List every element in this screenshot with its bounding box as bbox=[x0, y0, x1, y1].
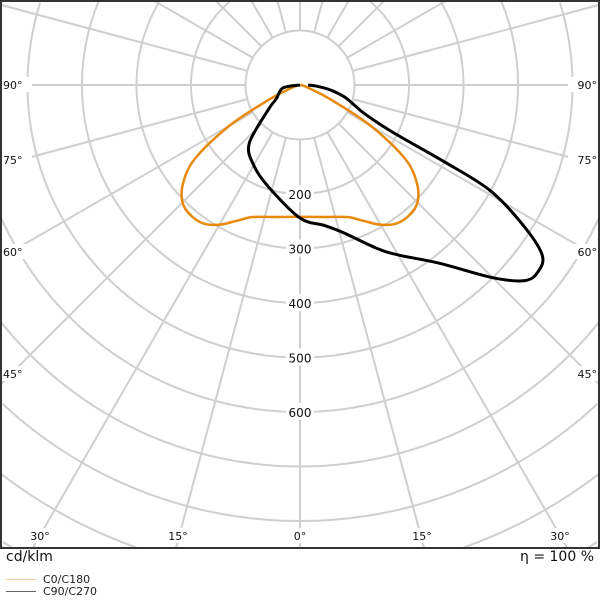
angle-label: 75° bbox=[578, 154, 598, 167]
grid-radial-line bbox=[174, 137, 287, 549]
radial-tick-label: 500 bbox=[289, 352, 312, 366]
angle-label: 30° bbox=[550, 530, 570, 543]
angle-label: 75° bbox=[3, 154, 23, 167]
tick-label-bg bbox=[286, 403, 314, 420]
axis-labels: 200 300 400 500 600 90° 90° 75° 75° 60° 60° 45° 45° 3… bbox=[2, 77, 598, 543]
efficiency-label: η = 100 % bbox=[520, 549, 594, 565]
grid-radial-line bbox=[326, 0, 350, 39]
angle-label-bg bbox=[568, 244, 598, 259]
grid-radial-line bbox=[337, 0, 385, 48]
angle-label: 60° bbox=[3, 246, 23, 259]
angle-label-bg bbox=[547, 528, 573, 543]
legend-label: C90/C270 bbox=[43, 584, 98, 598]
grid-radial-line bbox=[346, 111, 600, 259]
chart-frame bbox=[0, 0, 600, 549]
grid-circle bbox=[0, 473, 600, 549]
grid-circle bbox=[0, 321, 600, 468]
polar-light-distribution-chart: 200 300 400 500 600 90° 90° 75° 75° 60° 60° 45° 45° 3… bbox=[0, 0, 600, 549]
angle-label: 45° bbox=[3, 368, 23, 381]
legend-item-c0: C0/C180 bbox=[6, 573, 97, 585]
grid-circle bbox=[2, 541, 598, 549]
grid-radial-line bbox=[250, 0, 274, 39]
angle-label-bg bbox=[2, 366, 32, 381]
curves bbox=[180, 83, 545, 283]
unit-label: cd/klm bbox=[6, 549, 53, 565]
angle-label: 90° bbox=[578, 79, 598, 92]
grid-circle bbox=[81, 1, 519, 304]
grid-radial-line bbox=[0, 122, 263, 385]
grid-radial-line bbox=[346, 0, 446, 59]
angle-label-bg bbox=[2, 77, 32, 92]
angle-label: 45° bbox=[578, 368, 598, 381]
angle-label-bg bbox=[409, 528, 435, 543]
legend-item-c90: C90/C270 bbox=[6, 585, 97, 597]
grid-radial-line bbox=[31, 131, 274, 549]
legend-label: C0/C180 bbox=[43, 572, 91, 586]
radial-tick-label: 200 bbox=[289, 188, 312, 202]
grid-radial-line bbox=[313, 0, 324, 33]
grid-radial-line bbox=[0, 3, 248, 72]
legend-swatch bbox=[6, 590, 36, 592]
grid-circle bbox=[0, 217, 600, 413]
grid-circle bbox=[190, 0, 410, 195]
polar-grid bbox=[0, 0, 600, 549]
tick-label-bg bbox=[286, 348, 314, 366]
legend-swatch bbox=[6, 578, 36, 580]
radial-tick-label: 600 bbox=[289, 406, 312, 420]
angle-label: 60° bbox=[578, 246, 598, 259]
grid-radial-line bbox=[215, 0, 263, 48]
tick-label-bg bbox=[286, 294, 314, 311]
grid-radial-line bbox=[352, 3, 600, 72]
angle-label-bg bbox=[568, 152, 598, 167]
curve-c90-c270 bbox=[246, 83, 545, 283]
grid-radial-line bbox=[0, 111, 254, 259]
angle-label: 30° bbox=[30, 530, 50, 543]
angle-label-bg bbox=[2, 244, 32, 259]
legend: C0/C180 C90/C270 bbox=[6, 573, 97, 597]
angle-label-bg bbox=[568, 366, 598, 381]
grid-radial-line bbox=[276, 0, 287, 33]
grid-radial-line bbox=[326, 131, 569, 549]
tick-label-bg bbox=[286, 239, 314, 257]
angle-label: 15° bbox=[412, 530, 432, 543]
grid-circle bbox=[1, 403, 599, 522]
angle-label-bg bbox=[287, 528, 313, 543]
angle-label-bg bbox=[568, 77, 598, 92]
grid-radial-line bbox=[0, 98, 248, 167]
grid-radial-line bbox=[337, 122, 600, 385]
radial-tick-label: 400 bbox=[289, 297, 312, 311]
angle-label-bg bbox=[27, 528, 53, 543]
grid-radial-line bbox=[352, 98, 600, 167]
angle-label-bg bbox=[2, 152, 32, 167]
angle-label: 90° bbox=[3, 79, 23, 92]
radial-tick-label: 300 bbox=[289, 243, 312, 257]
angle-label-bg bbox=[165, 528, 191, 543]
grid-radial-line bbox=[313, 137, 426, 549]
angle-label: 15° bbox=[168, 530, 188, 543]
angle-label: 0° bbox=[294, 530, 307, 543]
tick-label-bg bbox=[286, 185, 314, 202]
grid-radial-line bbox=[154, 0, 254, 59]
